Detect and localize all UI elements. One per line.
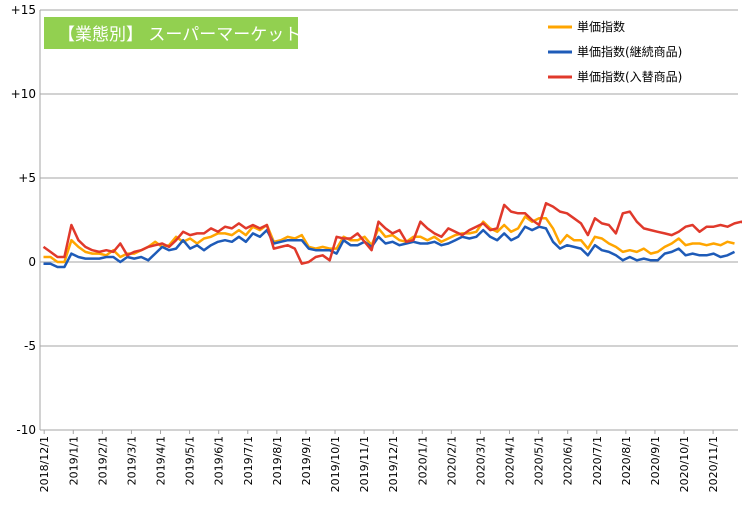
x-tick-label: 2019/11/1 (358, 436, 371, 492)
x-tick-label: 2019/7/1 (242, 436, 255, 485)
series-lines (44, 203, 742, 267)
y-tick-label: +15 (11, 3, 36, 17)
x-tick-label: 2019/4/1 (155, 436, 168, 485)
y-tick-label: -10 (16, 423, 36, 437)
x-tick-label: 2020/11/1 (707, 436, 720, 492)
y-tick-label: 0 (28, 255, 36, 269)
series-line-3 (44, 203, 742, 264)
x-tick-label: 2019/8/1 (271, 436, 284, 485)
x-tick-label: 2020/10/1 (678, 436, 691, 492)
x-tick-label: 2020/5/1 (533, 436, 546, 485)
chart-title-text: 【業態別】 スーパーマーケット (58, 25, 301, 45)
chart-title: 【業態別】 スーパーマーケット (44, 17, 301, 49)
x-tick-label: 2020/6/1 (562, 436, 575, 485)
x-tick-label: 2020/8/1 (620, 436, 633, 485)
x-tick-label: 2019/12/1 (387, 436, 400, 492)
legend-label: 単価指数 (577, 19, 625, 34)
y-tick-labels: +15 +10 +5 0 -5 -10 (11, 3, 36, 437)
x-tick-label: 2020/2/1 (445, 436, 458, 485)
y-tick-label: -5 (24, 339, 36, 353)
x-tick-label: 2020/1/1 (416, 436, 429, 485)
x-tick-labels: 2018/12/1 2019/1/1 2019/2/1 2019/3/1 2019/4/… (38, 436, 720, 492)
series-line-1 (44, 217, 735, 262)
x-tick-label: 2020/7/1 (591, 436, 604, 485)
x-tick-label: 2019/10/1 (329, 436, 342, 492)
x-tick-label: 2019/2/1 (96, 436, 109, 485)
x-tick-label: 2019/6/1 (213, 436, 226, 485)
legend-label: 単価指数(入替商品) (577, 69, 682, 84)
x-tick-label: 2019/1/1 (67, 436, 80, 485)
x-tick-label: 2020/3/1 (474, 436, 487, 485)
legend-label: 単価指数(継続商品) (577, 44, 682, 59)
x-tick-label: 2019/5/1 (184, 436, 197, 485)
x-tick-label: 2019/9/1 (300, 436, 313, 485)
x-tick-label: 2020/9/1 (649, 436, 662, 485)
x-tick-label: 2018/12/1 (38, 436, 51, 492)
y-tick-label: +5 (18, 171, 36, 185)
y-tick-label: +10 (11, 87, 36, 101)
x-tick-label: 2019/3/1 (125, 436, 138, 485)
x-tick-label: 2020/4/1 (504, 436, 517, 485)
